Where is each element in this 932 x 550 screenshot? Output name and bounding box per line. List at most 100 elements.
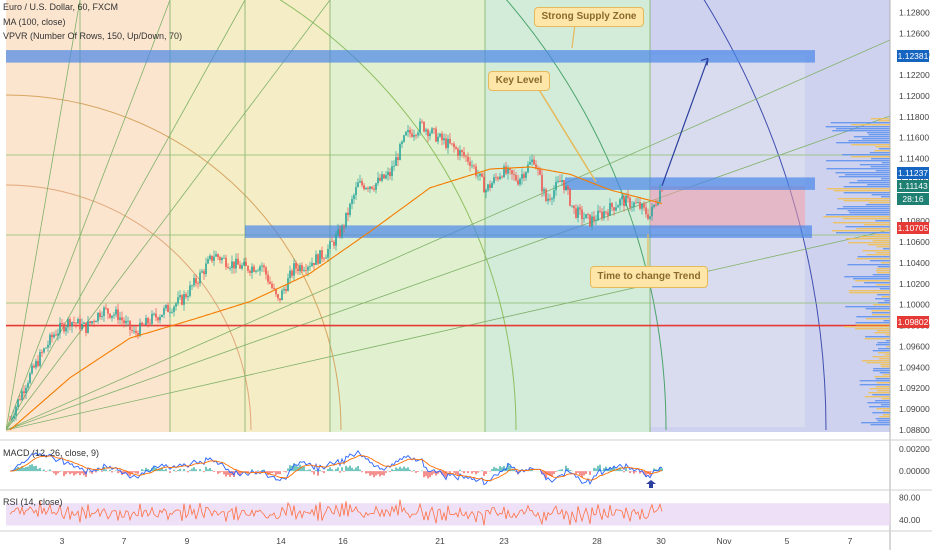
candle-body [335, 234, 337, 246]
macd-histogram-bar [511, 469, 513, 472]
candle-body [439, 133, 441, 137]
macd-histogram-bar [257, 470, 259, 472]
price-tick-label: 1.12000 [899, 91, 930, 101]
macd-histogram-bar [485, 471, 487, 475]
volume-profile-bar [823, 216, 890, 218]
price-tag-level-2: 1.11143 [897, 180, 929, 192]
candle-body [11, 418, 13, 420]
volume-profile-bar [879, 358, 890, 360]
candle-body [151, 313, 153, 324]
main-pane [6, 0, 890, 432]
candle-body [569, 189, 571, 206]
candle-body [353, 195, 355, 199]
macd-histogram-bar [321, 471, 323, 472]
candle-body [155, 313, 157, 318]
volume-profile-bar [833, 190, 890, 192]
candle-body [79, 319, 81, 330]
candle-body [239, 264, 241, 269]
candle-body [21, 391, 23, 400]
candle-body [201, 271, 203, 273]
candle-body [337, 229, 339, 235]
callout-time-change[interactable]: Time to change Trend [590, 266, 708, 288]
rsi-band [6, 503, 890, 526]
macd-histogram-bar [301, 466, 303, 472]
candle-body [229, 268, 231, 269]
candle-body [131, 329, 133, 331]
candle-body [299, 265, 301, 272]
candle-body [433, 128, 435, 130]
volume-profile-bar [867, 402, 890, 404]
candle-body [655, 204, 657, 206]
candle-body [137, 332, 139, 337]
volume-profile-bar [875, 298, 890, 300]
candle-body [259, 266, 261, 271]
macd-histogram-bar [269, 471, 271, 474]
macd-histogram-bar [183, 469, 185, 472]
candle-body [277, 294, 279, 299]
candle-body [103, 307, 105, 317]
candle-body [133, 330, 135, 332]
macd-histogram-bar [111, 471, 113, 473]
rsi-line [9, 499, 663, 526]
candle-body [561, 179, 563, 182]
candle-body [373, 188, 375, 190]
callout-key-level[interactable]: Key Level [488, 71, 550, 91]
candle-body [449, 138, 451, 144]
macd-histogram-bar [561, 469, 563, 472]
candle-body [485, 190, 487, 193]
candle-body [629, 197, 631, 208]
candle-body [9, 419, 11, 421]
volume-profile-bar [848, 290, 890, 292]
macd-tick-label: 0.00000 [899, 466, 930, 476]
time-tick-label: 14 [276, 536, 286, 546]
time-tick-label: 9 [185, 536, 190, 546]
candle-body [191, 285, 193, 287]
macd-histogram-bar [199, 469, 201, 472]
macd-histogram-bar [313, 471, 315, 475]
candle-body [135, 330, 137, 333]
candle-body [197, 283, 199, 285]
candle-body [109, 313, 111, 318]
macd-tick-label: 0.00200 [899, 444, 930, 454]
macd-histogram-bar [643, 471, 645, 475]
volume-profile-bar [871, 312, 890, 314]
candle-body [195, 278, 197, 284]
volume-profile-bar [849, 182, 890, 184]
candle-body [389, 171, 391, 177]
macd-histogram-bar [37, 468, 39, 472]
volume-profile-bar [868, 244, 890, 246]
candle-body [119, 317, 121, 320]
vpvr-legend: VPVR (Number Of Rows, 150, Up/Down, 70) [3, 31, 183, 41]
macd-histogram-bar [421, 470, 423, 472]
macd-histogram-bar [455, 471, 457, 475]
volume-profile-bar [881, 196, 890, 198]
macd-histogram-bar [569, 469, 571, 472]
candle-body [317, 254, 319, 264]
candle-body [453, 143, 455, 148]
candle-body [469, 161, 471, 166]
candle-body [193, 278, 195, 286]
macd-histogram-bar [429, 471, 431, 478]
volume-profile-bar [881, 178, 890, 180]
macd-histogram-bar [43, 469, 45, 472]
price-tick-label: 1.12200 [899, 70, 930, 80]
volume-profile-bar [866, 318, 890, 320]
volume-profile-bar [825, 214, 890, 216]
macd-histogram-bar [75, 471, 77, 475]
candle-body [295, 263, 297, 269]
macd-histogram-bar [81, 471, 83, 474]
candle-body [443, 138, 445, 141]
volume-profile-bar [855, 280, 890, 282]
volume-profile-bar [875, 170, 890, 172]
macd-histogram-bar [645, 471, 647, 477]
price-tick-label: 1.09600 [899, 341, 930, 351]
volume-profile-bar [825, 126, 890, 128]
volume-profile-bar [876, 344, 890, 346]
volume-profile-bar [884, 300, 890, 302]
callout-supply-zone[interactable]: Strong Supply Zone [534, 7, 644, 27]
candle-body [273, 287, 275, 289]
volume-profile-bar [875, 270, 890, 272]
volume-profile-bar [878, 120, 890, 122]
macd-histogram-bar [423, 471, 425, 478]
